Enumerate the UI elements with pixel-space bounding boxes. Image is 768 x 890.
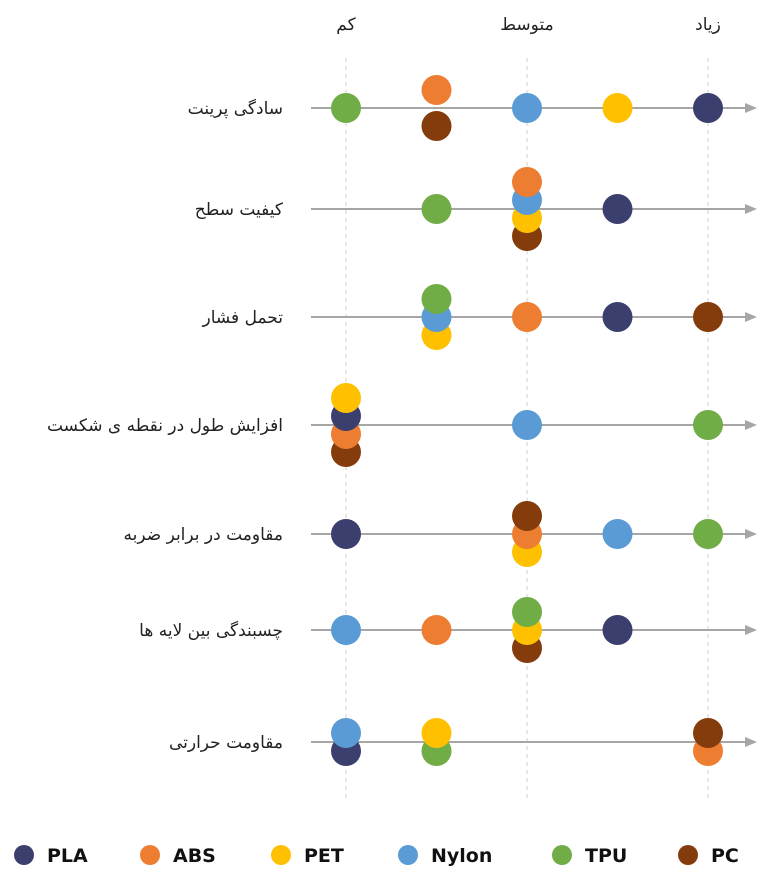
data-point-pet xyxy=(331,383,361,413)
row-label: مقاومت حرارتی xyxy=(169,733,283,753)
legend-marker-pc xyxy=(678,845,698,865)
data-point-pla xyxy=(602,194,633,224)
legend-label-nylon: Nylon xyxy=(431,845,492,867)
axis-arrowhead xyxy=(745,103,757,113)
x-tick-labels: کم متوسط زیاد xyxy=(336,15,721,35)
legend-label-pet: PET xyxy=(304,845,344,867)
data-point-pc xyxy=(693,302,723,332)
row-label: کیفیت سطح xyxy=(195,200,284,220)
data-point-pla xyxy=(602,615,633,645)
legend-label-pc: PC xyxy=(711,845,739,867)
axis-arrowhead xyxy=(745,737,757,747)
row-label: سادگی پرینت xyxy=(188,98,283,119)
x-tick-label: متوسط xyxy=(500,15,553,35)
data-point-pc xyxy=(421,111,452,141)
data-point-tpu xyxy=(693,410,723,440)
data-point-pet xyxy=(602,93,633,123)
axis-arrowhead xyxy=(745,420,757,430)
legend-label-pla: PLA xyxy=(47,845,88,867)
data-point-nylon xyxy=(602,519,633,549)
legend: PLA ABS PET Nylon TPU PC xyxy=(14,845,739,867)
legend-marker-nylon xyxy=(398,845,418,865)
legend-label-abs: ABS xyxy=(173,845,216,867)
data-point-abs xyxy=(512,167,542,197)
data-point-tpu xyxy=(421,284,452,314)
data-point-nylon xyxy=(331,615,361,645)
data-point-pc xyxy=(512,501,542,531)
legend-label-tpu: TPU xyxy=(585,845,627,867)
axis-arrowhead xyxy=(745,625,757,635)
x-tick-label: زیاد xyxy=(695,15,721,35)
axis-arrowhead xyxy=(745,529,757,539)
data-point-nylon xyxy=(512,410,542,440)
legend-marker-tpu xyxy=(552,845,572,865)
data-point-tpu xyxy=(693,519,723,549)
row-label: مقاومت در برابر ضربه xyxy=(124,525,284,545)
row-label: چسبندگی بین لایه ها xyxy=(139,620,283,641)
axis-arrowhead xyxy=(745,312,757,322)
legend-marker-abs xyxy=(140,845,160,865)
data-point-tpu xyxy=(512,597,542,627)
data-point-pet xyxy=(421,718,452,748)
data-point-abs xyxy=(512,302,542,332)
data-point-tpu xyxy=(331,93,361,123)
row-label: افزایش طول در نقطه ی شکست xyxy=(47,416,283,436)
data-point-abs xyxy=(421,615,452,645)
x-tick-label: کم xyxy=(336,15,356,35)
data-point-pc xyxy=(693,718,723,748)
axis-arrowhead xyxy=(745,204,757,214)
data-point-nylon xyxy=(512,93,542,123)
row-labels: سادگی پرینت کیفیت سطح تحمل فشار افزایش طول … xyxy=(47,98,284,753)
data-point-pla xyxy=(602,302,633,332)
row-label: تحمل فشار xyxy=(202,308,284,328)
data-point-pla xyxy=(331,519,361,549)
data-point-nylon xyxy=(331,718,361,748)
legend-marker-pet xyxy=(271,845,291,865)
data-point-tpu xyxy=(421,194,452,224)
data-points xyxy=(331,75,723,766)
data-point-abs xyxy=(421,75,452,105)
legend-marker-pla xyxy=(14,845,34,865)
data-point-pla xyxy=(693,93,723,123)
